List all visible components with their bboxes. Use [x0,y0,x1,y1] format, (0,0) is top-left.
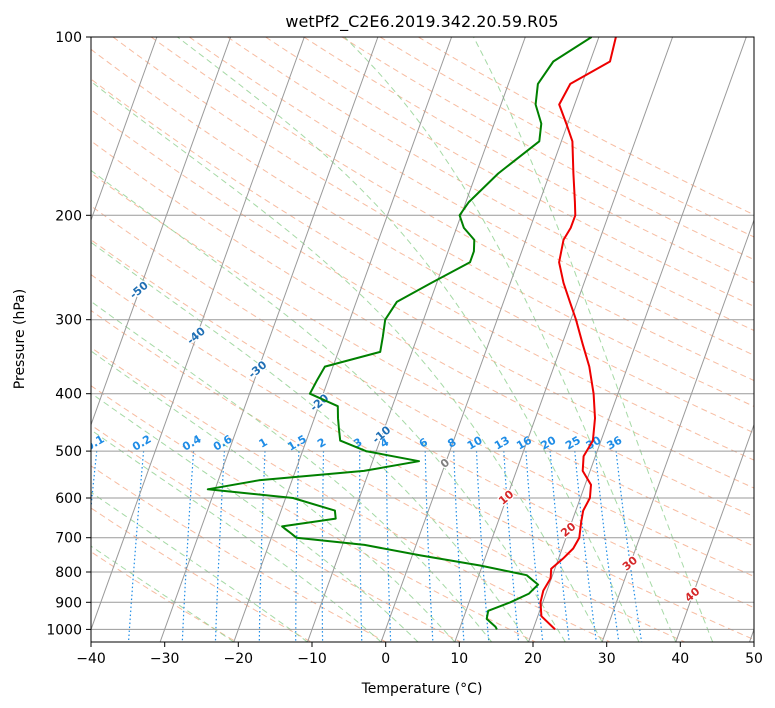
dry-adiabats [91,37,754,642]
moist-adiabat-line [472,37,714,642]
dry-adiabat-line [91,385,536,642]
y-tick-label: 100 [55,30,82,46]
dry-adiabat-line [189,37,754,356]
x-tick-label: −30 [150,651,180,667]
dry-adiabat-line [91,109,754,489]
y-tick-label: 400 [55,387,82,403]
mixing-ratio-line [594,451,620,642]
y-tick-label: 600 [55,491,82,507]
dewpoint-profile-line [206,37,593,630]
isotherms [91,37,754,642]
moist-adiabat-line [91,545,235,642]
isotherm-line [233,37,453,642]
y-tick-label: 300 [55,313,82,329]
pressure-gridlines [91,37,754,630]
moist-adiabat-line [343,37,677,642]
x-tick-label: 20 [524,651,542,667]
profile-series [206,37,617,631]
y-tick-label: 900 [55,595,82,611]
isotherm-line [528,37,747,642]
x-tick-label: −40 [76,651,106,667]
y-tick-label: 700 [55,531,82,547]
moist-adiabats [91,37,714,642]
moist-adiabat-line [176,37,640,642]
x-tick-label: −10 [297,651,327,667]
x-tick-label: 40 [671,651,689,667]
y-axis-title: Pressure (hPa) [12,289,28,389]
x-tick-label: 0 [381,651,390,667]
moist-adiabat-line [91,300,493,642]
dry-adiabat-line [91,309,685,642]
dry-adiabat-line [91,48,754,434]
isotherm-line [601,218,754,642]
x-tick-label: −20 [224,651,254,667]
y-tick-label: 500 [55,444,82,460]
dry-adiabat-line [265,37,754,307]
moist-adiabat-line [91,80,603,642]
dry-adiabat-line [91,274,754,641]
moist-adiabat-line [91,491,308,642]
isotherm-line [159,37,379,642]
isotherm-line [307,37,526,642]
moist-adiabat-line [91,392,419,642]
mixing-ratio-lines [91,451,643,642]
moist-adiabat-line [91,429,382,642]
isotherm-line [454,37,674,642]
chart-title: wetPf2_C2E6.2019.342.20.59.R05 [285,12,558,32]
mixing-ratio-line [574,451,597,642]
dry-adiabat-line [303,37,754,284]
dry-adiabat-line [91,205,754,577]
x-tick-label: 50 [745,651,763,667]
x-axis-ticks: −40 −30 −20 −10 0 10 20 30 40 50 [76,642,763,667]
isotherm-line [380,37,600,642]
x-axis-title: Temperature (°C) [361,681,483,697]
dry-adiabat-line [379,37,754,238]
dry-adiabat-line [91,172,754,547]
y-axis-ticks: 1000 900 800 700 600 500 400 300 200 100 [46,30,91,638]
dry-adiabat-line [91,140,754,518]
y-tick-label: 200 [55,208,82,224]
x-tick-label: 10 [450,651,468,667]
x-tick-label: 30 [598,651,616,667]
isotherm-line [91,37,232,427]
dry-adiabat-line [91,424,461,642]
y-tick-label: 800 [55,565,82,581]
mixing-ratio-line [615,451,643,642]
moist-adiabat-line [91,241,529,642]
temperature-profile-line [539,37,617,631]
isotherm-line [91,37,305,631]
isotherm-line [91,37,158,222]
dry-adiabat-line [112,37,754,407]
plot-frame [90,36,755,643]
dry-adiabat-line [91,465,387,642]
isotherm-line [675,423,754,642]
y-tick-label: 1000 [46,622,82,638]
